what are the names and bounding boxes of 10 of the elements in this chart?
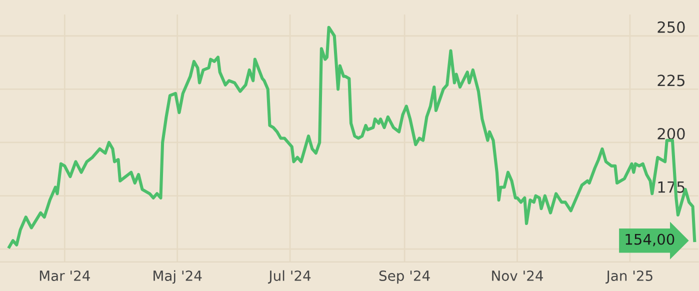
x-tick-label: Jul '24: [268, 270, 311, 284]
y-tick-label: 250: [658, 21, 685, 33]
x-tick-label: Sep '24: [379, 270, 430, 284]
x-tick-label: Jan '25: [606, 270, 652, 284]
x-tick-label: Mar '24: [40, 270, 90, 281]
y-tick-label: 200: [658, 128, 685, 140]
x-tick-label: Maj '24: [154, 270, 202, 284]
y-tick-label: 225: [658, 74, 684, 86]
annotation: 154,00: [626, 234, 674, 246]
x-tick-label: Nov '24: [492, 270, 543, 281]
